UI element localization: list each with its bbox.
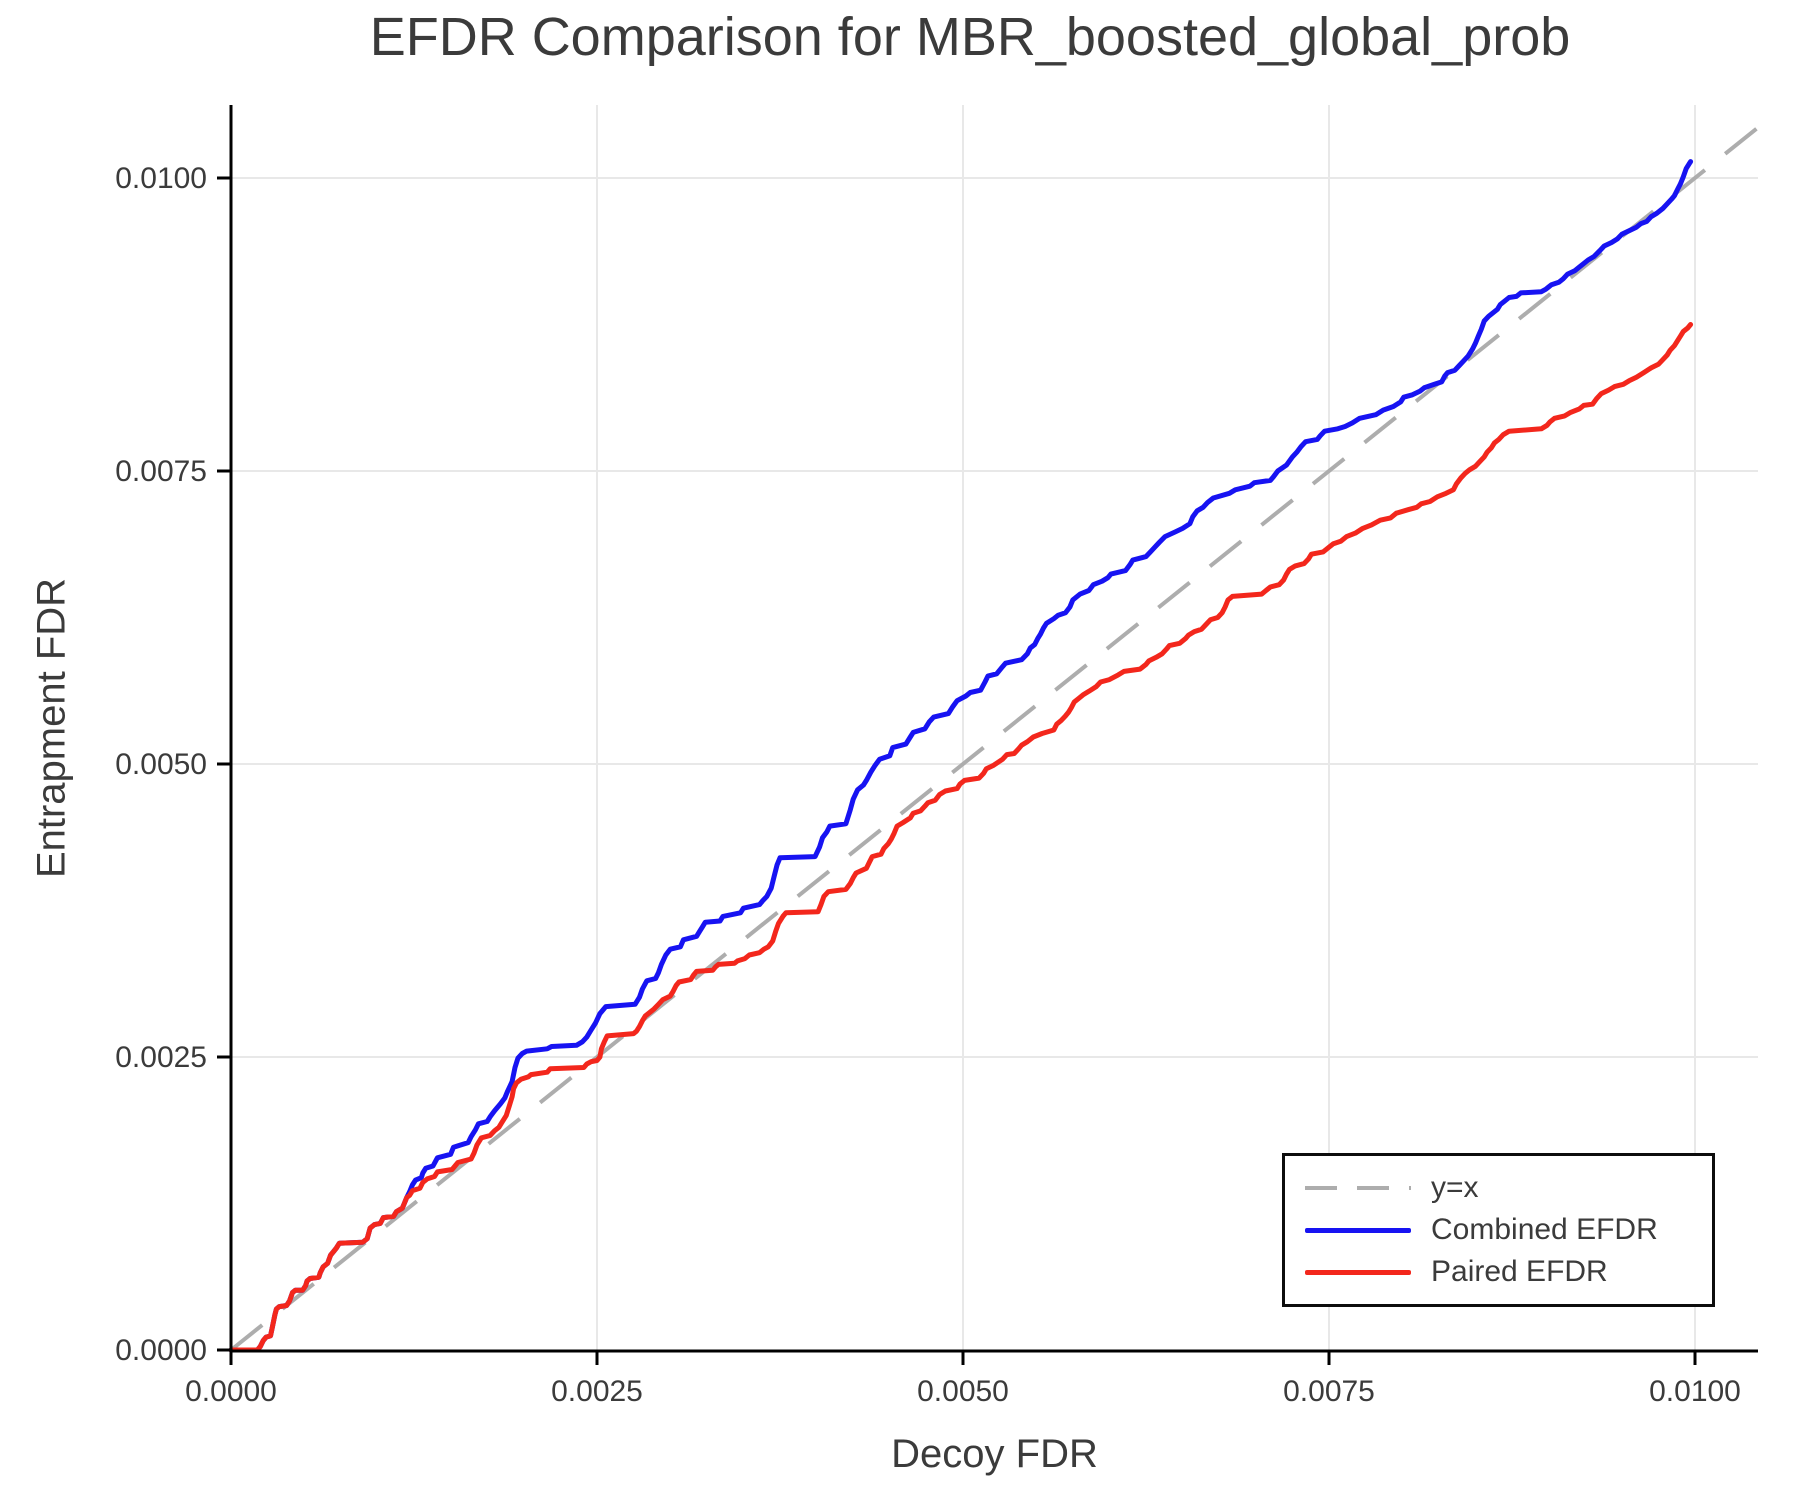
legend-red-line-sample xyxy=(1305,1269,1411,1275)
y-tick-label: 0.0000 xyxy=(115,1334,207,1367)
y-tick-label: 0.0025 xyxy=(115,1041,207,1074)
y-axis-title: Entrapment FDR xyxy=(29,577,74,879)
x-tick-label: 0.0100 xyxy=(1649,1375,1741,1408)
series-line-combined-efdr xyxy=(228,159,1694,1353)
x-tick-label: 0.0025 xyxy=(551,1375,643,1408)
legend-item-yx: y=x xyxy=(1305,1171,1712,1205)
legend-blue-line-sample xyxy=(1305,1227,1411,1233)
legend-item-paired-efdr: Paired EFDR xyxy=(1305,1255,1712,1289)
y-tick-label: 0.0075 xyxy=(115,455,207,488)
x-tick-label: 0.0075 xyxy=(1283,1375,1375,1408)
legend-label: Paired EFDR xyxy=(1431,1255,1608,1288)
legend-label: Combined EFDR xyxy=(1431,1213,1658,1246)
x-tick-label: 0.0050 xyxy=(917,1375,1009,1408)
x-axis-title: Decoy FDR xyxy=(891,1432,1098,1476)
legend-item-combined-efdr: Combined EFDR xyxy=(1305,1213,1712,1247)
series-line-paired-efdr xyxy=(228,322,1694,1353)
legend-label: y=x xyxy=(1431,1171,1479,1204)
chart-title: EFDR Comparison for MBR_boosted_global_p… xyxy=(369,7,1571,67)
x-tick-label: 0.0000 xyxy=(185,1375,277,1408)
legend: y=x Combined EFDR Paired EFDR xyxy=(1282,1153,1715,1307)
legend-dashed-line-sample xyxy=(1305,1186,1411,1190)
y-tick-label: 0.0100 xyxy=(115,162,207,195)
y-tick-label: 0.0050 xyxy=(115,748,207,781)
